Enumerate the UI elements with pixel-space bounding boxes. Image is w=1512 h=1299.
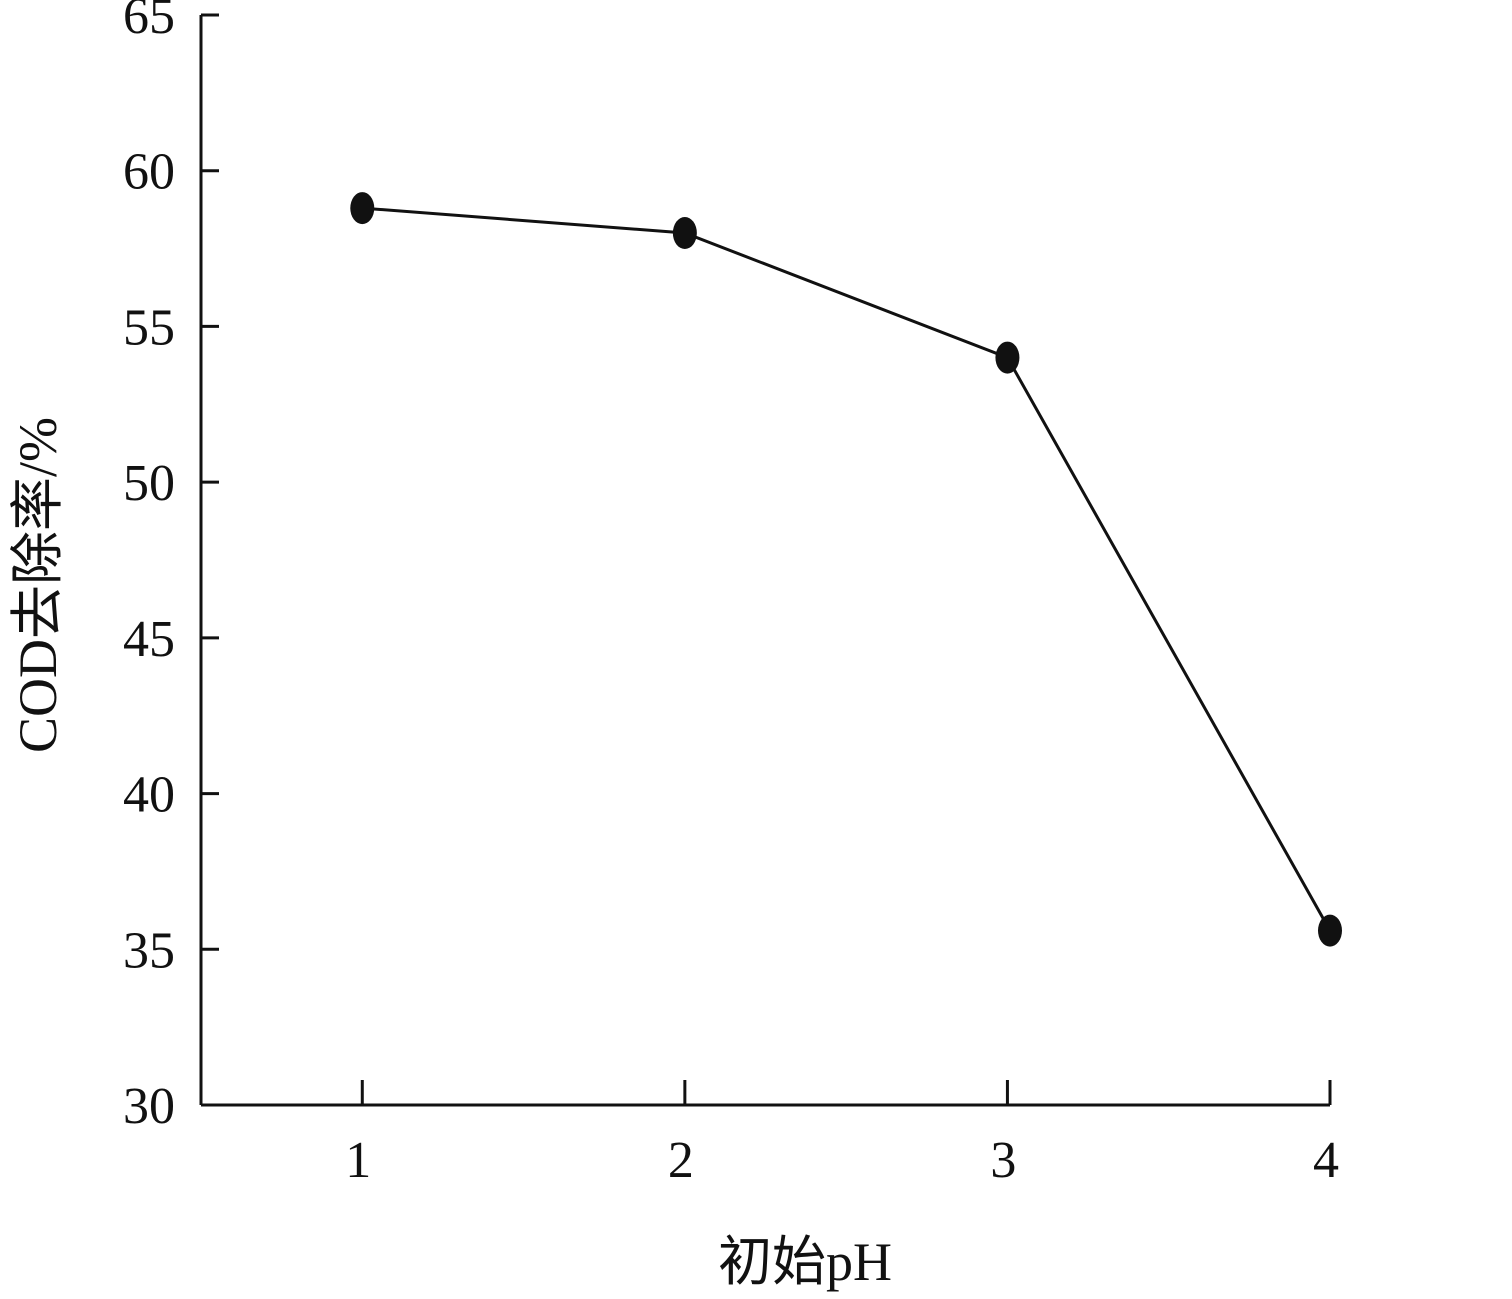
data-point xyxy=(350,192,375,225)
y-tick-label: 60 xyxy=(123,144,175,201)
data-point xyxy=(995,341,1020,374)
x-tick-label: 1 xyxy=(345,1132,371,1189)
y-tick-label: 30 xyxy=(123,1078,175,1135)
x-tick-label: 2 xyxy=(668,1132,694,1189)
x-tick-label: 4 xyxy=(1313,1132,1339,1189)
y-ticks: 30 35 40 45 50 55 60 65 xyxy=(123,0,219,1135)
x-ticks: 1 2 3 4 xyxy=(345,1080,1339,1189)
y-axis-title: COD去除率/% xyxy=(8,417,68,753)
y-tick-label: 55 xyxy=(123,299,175,356)
y-tick-label: 35 xyxy=(123,922,175,979)
series-line xyxy=(362,206,1332,932)
axes xyxy=(199,15,1330,1107)
y-tick-label: 50 xyxy=(123,455,175,512)
data-point xyxy=(672,217,697,249)
data-point xyxy=(1318,914,1342,947)
y-tick-label: 45 xyxy=(123,611,175,668)
y-tick-label: 40 xyxy=(123,767,175,824)
y-tick-label: 65 xyxy=(123,0,175,45)
x-tick-label: 3 xyxy=(990,1132,1016,1189)
series xyxy=(350,192,1342,947)
x-axis-title: 初始pH xyxy=(718,1232,892,1292)
